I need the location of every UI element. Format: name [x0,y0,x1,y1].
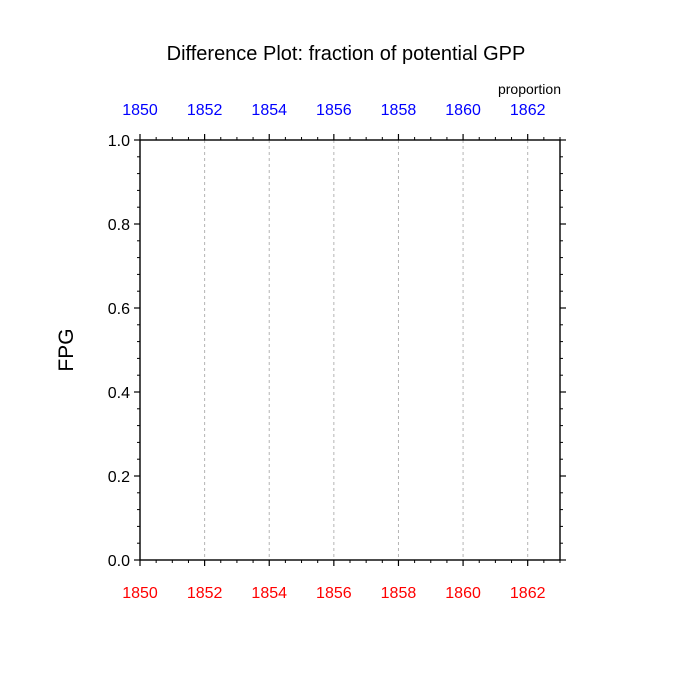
chart-title: Difference Plot: fraction of potential G… [167,43,526,65]
y-tick-label: 0.2 [108,469,130,486]
x-tick-label-top: 1850 [122,102,158,119]
x-tick-label-bottom: 1860 [445,585,481,602]
axis-ticks [134,134,566,566]
x-tick-label-bottom: 1858 [381,585,417,602]
x-tick-label-top: 1854 [251,102,287,119]
x-tick-label-top: 1860 [445,102,481,119]
x-tick-label-top: 1858 [381,102,417,119]
x-tick-label-bottom: 1852 [187,585,223,602]
x-tick-label-bottom: 1856 [316,585,352,602]
x-tick-label-top: 1852 [187,102,223,119]
x-tick-label-top: 1862 [510,102,546,119]
y-tick-label: 1.0 [108,133,130,150]
y-tick-label: 0.6 [108,301,130,318]
y-tick-label: 0.4 [108,385,130,402]
x-tick-labels-bottom: 1850 1852 1854 1856 1858 1860 1862 [122,585,545,602]
y-tick-label: 0.0 [108,553,130,570]
x-tick-label-bottom: 1862 [510,585,546,602]
x-tick-labels-top: 1850 1852 1854 1856 1858 1860 1862 [122,102,545,119]
y-tick-labels: 0.0 0.2 0.4 0.6 0.8 1.0 [108,133,130,570]
units-label: proportion [498,81,561,97]
x-tick-label-bottom: 1850 [122,585,158,602]
grid [204,140,529,560]
plot-frame [139,139,561,561]
y-tick-label: 0.8 [108,217,130,234]
y-axis-label: FPG [55,328,78,371]
x-tick-label-top: 1856 [316,102,352,119]
x-tick-label-bottom: 1854 [251,585,287,602]
